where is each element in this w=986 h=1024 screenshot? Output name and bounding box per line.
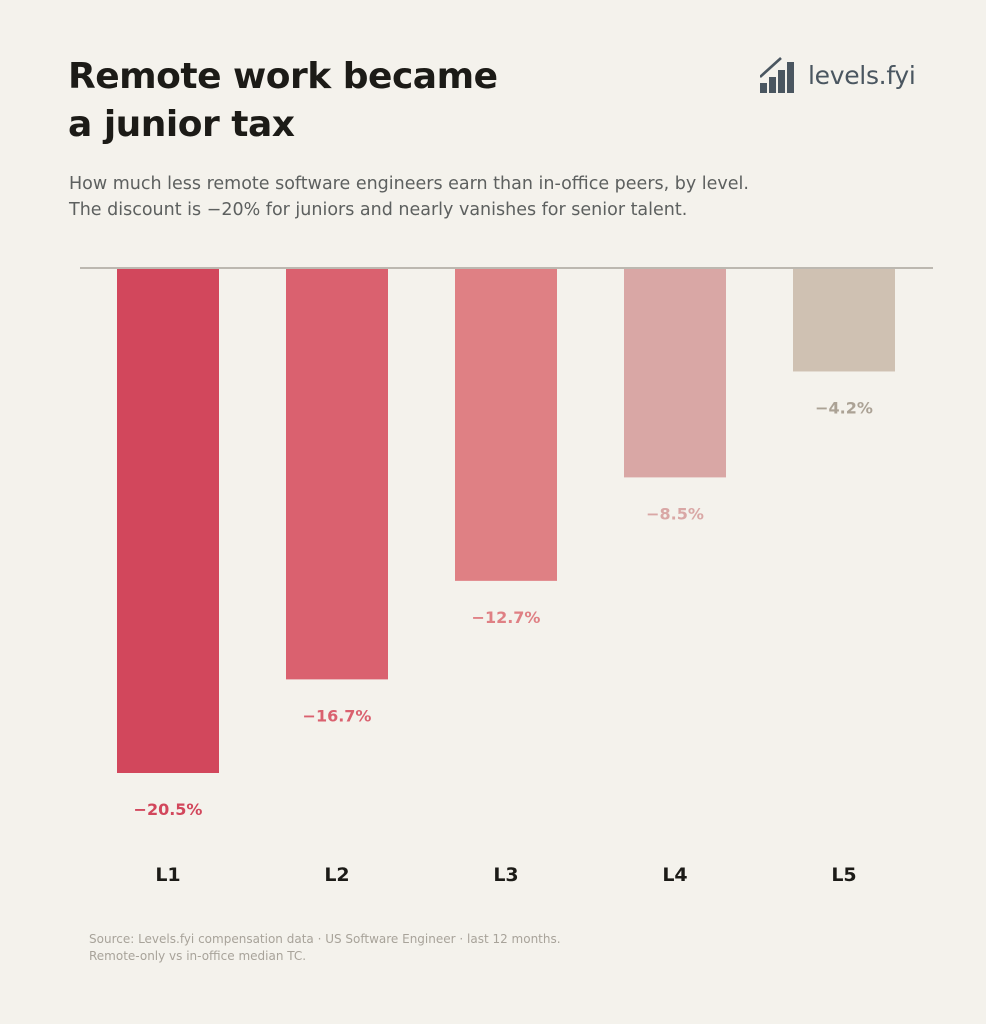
value-label-l3: −12.7%	[472, 608, 541, 627]
category-label-l3: L3	[493, 864, 518, 886]
value-label-l4: −8.5%	[646, 504, 704, 523]
source-line-2: Remote-only vs in-office median TC.	[89, 948, 561, 965]
category-label-l5: L5	[831, 864, 856, 886]
bar-l4	[624, 268, 726, 477]
bar-l1	[117, 268, 219, 773]
bar-l5	[793, 268, 895, 371]
bar-l2	[286, 268, 388, 679]
category-label-l4: L4	[662, 864, 687, 886]
source-note: Source: Levels.fyi compensation data · U…	[89, 931, 561, 965]
source-line-1: Source: Levels.fyi compensation data · U…	[89, 931, 561, 948]
bar-chart: −20.5% L1 −16.7% L2 −12.7% L3 −8.5% L4 −4.2% L5	[0, 0, 986, 910]
value-label-l1: −20.5%	[134, 800, 203, 819]
value-label-l2: −16.7%	[303, 706, 372, 725]
category-label-l1: L1	[155, 864, 180, 886]
category-label-l2: L2	[324, 864, 349, 886]
bar-l3	[455, 268, 557, 581]
value-label-l5: −4.2%	[815, 398, 873, 417]
